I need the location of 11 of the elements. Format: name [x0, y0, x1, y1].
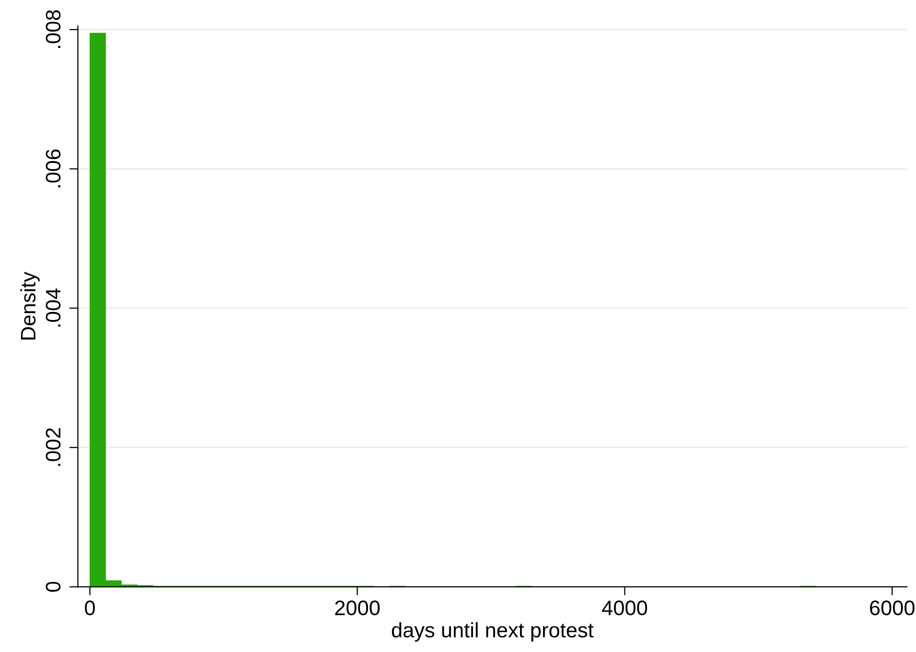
x-tick-label: 0	[84, 600, 95, 616]
y-axis-title: Density	[20, 272, 40, 340]
x-tick-label: 4000	[602, 600, 648, 616]
x-tick-label: 2000	[335, 600, 380, 616]
y-tick-label: .006	[46, 150, 61, 188]
x-tick-label: 6000	[870, 600, 914, 616]
x-axis-title: days until next protest	[392, 622, 594, 642]
y-tick-label: 0	[46, 582, 61, 592]
y-tick-label: .004	[46, 288, 61, 327]
y-tick-label: .002	[46, 428, 61, 466]
y-tick-label: .008	[46, 10, 61, 48]
